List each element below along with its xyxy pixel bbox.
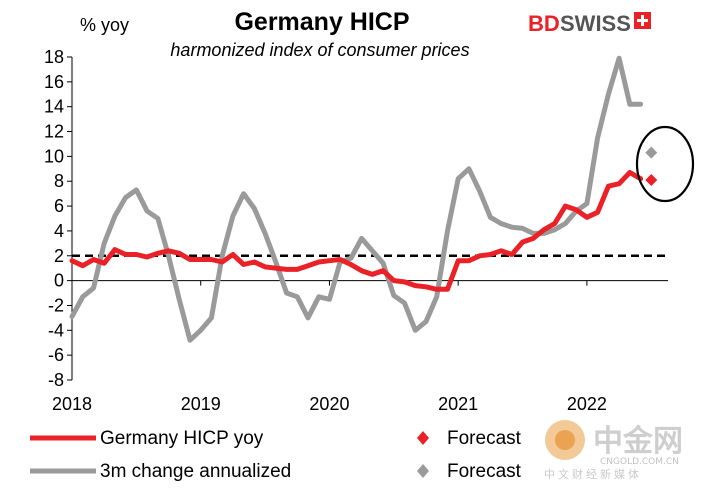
y-axis-unit-label: % yoy	[80, 15, 129, 35]
legend-label-hicp: Germany HICP yoy	[100, 428, 264, 449]
forecast-highlight-ellipse	[635, 125, 695, 203]
forecast-point-hicp	[645, 173, 658, 186]
y-tick-label: 12	[44, 122, 64, 142]
legend-label-3m: 3m change annualized	[100, 461, 291, 482]
logo-text-left: BD	[528, 11, 560, 36]
bdswiss-logo: BD SWISS	[528, 11, 651, 36]
y-tick-label: -6	[48, 345, 64, 365]
y-tick-label: 14	[44, 97, 64, 117]
x-tick-label: 2022	[567, 394, 607, 414]
swiss-cross-h	[637, 19, 648, 22]
cngold-watermark: 中金网 CNGOLD.COM.CN 中文财经新媒体	[544, 420, 683, 481]
x-axis-ticks: 2018 2019 2020 2021 2022	[52, 280, 607, 414]
watermark-logo-inner	[555, 430, 575, 450]
x-tick-label: 2020	[309, 394, 349, 414]
y-tick-label: 16	[44, 72, 64, 92]
x-tick-label: 2021	[438, 394, 478, 414]
y-axis-ticks: 18 16 14 12 10 8 6 4 2 0 -2 -4 -6 -8	[44, 47, 72, 390]
chart-title: Germany HICP	[234, 8, 409, 36]
forecast-point-3m	[645, 146, 658, 159]
legend-label-forecast-grey: Forecast	[447, 461, 522, 482]
x-tick-label: 2018	[52, 394, 92, 414]
legend: Germany HICP yoy 3m change annualized Fo…	[30, 428, 522, 482]
legend-marker-forecast-red	[417, 431, 429, 445]
legend-marker-forecast-grey	[417, 464, 429, 478]
legend-label-forecast-red: Forecast	[447, 428, 522, 449]
y-tick-label: -8	[48, 370, 64, 390]
watermark-url-text: CNGOLD.COM.CN	[600, 457, 679, 467]
watermark-main-text: 中金网	[593, 424, 683, 459]
y-tick-label: -4	[48, 320, 64, 340]
y-tick-label: 4	[54, 221, 64, 241]
chart-subtitle: harmonized index of consumer prices	[170, 40, 469, 60]
series-line-3m-annualized	[69, 55, 644, 343]
logo-text-right: SWISS	[560, 11, 631, 36]
series-line-hicp-yoy	[69, 170, 644, 292]
series-group	[69, 55, 658, 343]
y-tick-label: -2	[48, 295, 64, 315]
y-tick-label: 18	[44, 47, 64, 67]
y-tick-label: 2	[54, 246, 64, 266]
y-tick-label: 0	[54, 271, 64, 291]
watermark-tag-text: 中文财经新媒体	[544, 467, 642, 481]
y-tick-label: 10	[44, 146, 64, 166]
y-tick-label: 6	[54, 196, 64, 216]
y-tick-label: 8	[54, 171, 64, 191]
x-tick-label: 2019	[181, 394, 221, 414]
